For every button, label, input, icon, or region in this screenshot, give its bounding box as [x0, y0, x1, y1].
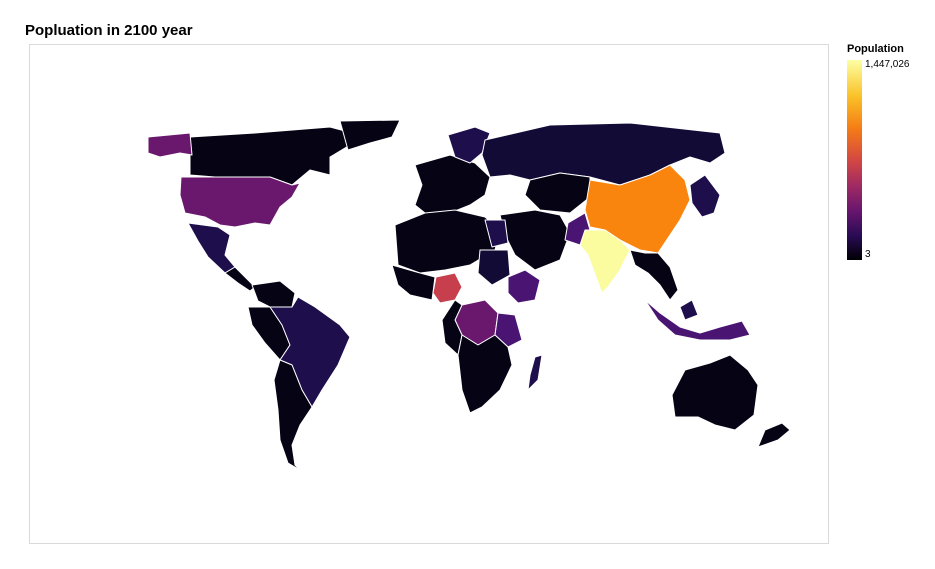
country-southeast-asia[interactable] [629, 249, 679, 301]
country-central-africa[interactable] [441, 299, 463, 356]
country-tanzania[interactable] [494, 312, 523, 348]
country-nigeria[interactable] [432, 272, 463, 304]
country-colombia-venezuela[interactable] [251, 280, 296, 308]
country-central-asia[interactable] [524, 172, 591, 214]
country-philippines[interactable] [679, 299, 699, 321]
country-mexico[interactable] [187, 222, 236, 274]
country-india[interactable] [579, 229, 631, 294]
country-central-america[interactable] [224, 266, 256, 292]
country-japan-korea[interactable] [689, 174, 721, 218]
world-map [147, 119, 791, 471]
country-canada[interactable] [189, 126, 361, 186]
country-southern-africa[interactable] [457, 334, 513, 414]
country-greenland[interactable] [339, 119, 401, 151]
country-new-zealand[interactable] [757, 422, 791, 448]
country-ethiopia[interactable] [507, 269, 541, 304]
country-argentina-chile[interactable] [273, 359, 313, 471]
country-alaska[interactable] [147, 132, 193, 158]
map-title: Popluation in 2100 year [25, 22, 193, 39]
country-europe-west[interactable] [414, 154, 491, 218]
country-egypt[interactable] [484, 219, 509, 248]
legend-max-label: 1,447,026 [865, 59, 910, 70]
country-middle-east[interactable] [499, 209, 571, 271]
map-plot-area[interactable] [29, 44, 829, 544]
legend-title: Population [847, 43, 904, 55]
legend-colorbar [847, 60, 862, 260]
country-sudan[interactable] [477, 249, 511, 286]
country-russia[interactable] [481, 122, 726, 186]
country-australia[interactable] [671, 354, 759, 431]
country-usa[interactable] [179, 176, 301, 228]
country-brazil[interactable] [269, 296, 351, 408]
country-china[interactable] [584, 164, 691, 254]
country-madagascar[interactable] [527, 354, 543, 391]
country-west-africa[interactable] [391, 264, 436, 301]
country-indonesia[interactable] [644, 299, 751, 341]
legend-min-label: 3 [865, 249, 871, 260]
